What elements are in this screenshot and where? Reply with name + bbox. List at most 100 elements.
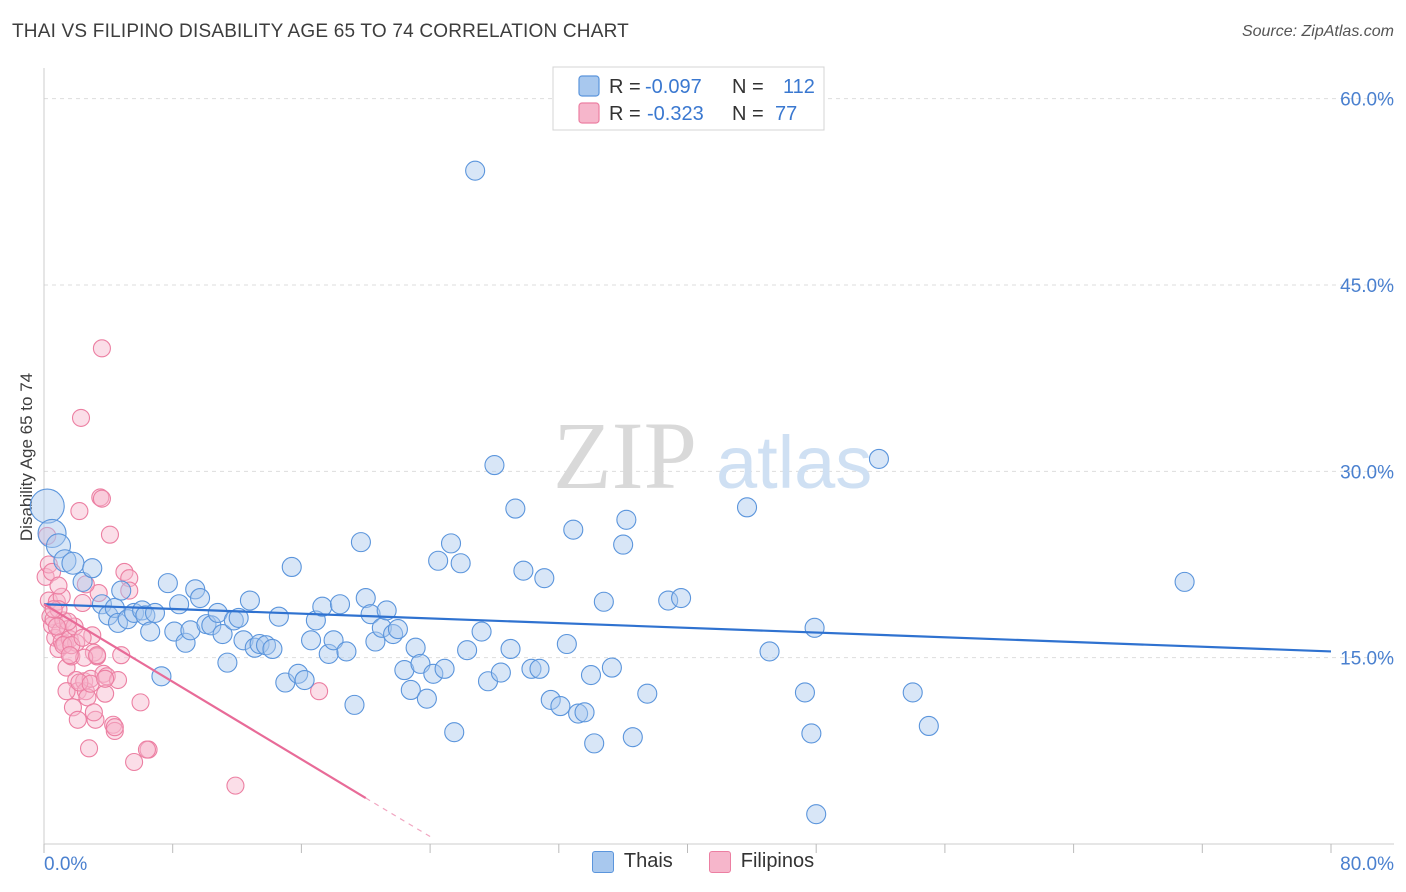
watermark-atlas: atlas [716,421,872,504]
filipino-trendline-extension [365,797,431,838]
thai-point [360,604,381,625]
thai-point [29,488,65,524]
filipino-point [89,584,108,603]
filipino-points [36,339,329,795]
thai-point [169,594,190,615]
filipino-point [86,710,105,729]
watermark-zip: ZIP [553,402,697,509]
thai-point [217,652,238,673]
thai-point [593,591,614,612]
thai-point [616,509,637,530]
thai-point [228,607,249,628]
thai-point [918,715,939,737]
legend-filipino-r-label: R = [609,103,641,125]
y-tick-label: 30.0% [1340,462,1394,483]
x-tick-label: 80.0% [1340,854,1394,875]
thai-point [556,633,577,655]
x-tick-label: 0.0% [44,854,87,875]
legend-filipino-swatch [578,102,600,124]
thai-point [521,658,542,679]
filipino-point [88,646,107,665]
filipino-point [73,628,92,647]
y-tick-label: 45.0% [1340,276,1394,297]
filipino-point [70,502,89,521]
thai-point [61,551,85,575]
thai-point [444,722,465,743]
filipinos-swatch [708,850,731,873]
thai-point [255,635,277,656]
thai-point [637,683,658,704]
bottom-legend: Thais Filipinos [0,850,1406,873]
thai-point [111,580,132,601]
thai-point [471,621,492,642]
thai-point [72,571,93,592]
thai-point [440,533,462,554]
thai-point [465,160,486,181]
filipino-point [84,703,103,722]
thai-point [434,658,455,679]
thai-point [568,703,589,724]
thais-swatch [591,850,614,873]
filipino-point [137,740,157,759]
filipino-point [108,670,128,690]
thai-point [233,630,254,651]
axes [43,68,1394,853]
tick-labels: 15.0% 30.0% 45.0% 60.0% 0.0% 80.0% [44,90,1394,875]
thai-point [312,596,333,617]
filipino-point [226,776,245,795]
y-tick-label: 60.0% [1340,90,1394,111]
thai-point [416,688,437,709]
thai-point [212,624,233,645]
filipino-point [92,489,111,508]
thai-point [529,658,550,679]
legend-thai-n-value: 112 [783,76,815,98]
thai-point [868,448,889,469]
legend-item-thais: Thais [591,850,673,873]
filipino-point [310,682,329,701]
thai-point [584,733,605,754]
thai-point [318,643,339,664]
thai-point [671,587,692,609]
legend-thai-r-value: -0.097 [645,76,702,98]
thai-point [288,663,309,684]
thai-point [387,619,408,640]
filipino-point [115,562,134,581]
thai-point [574,702,595,723]
filipino-point [47,617,66,636]
thai-point [580,665,602,686]
filipino-point [57,682,76,701]
thai-point [329,594,351,615]
thai-point [601,657,622,678]
thai-point [268,606,289,627]
trendlines [43,603,1332,838]
thais-label: Thais [623,850,673,872]
thai-point [376,600,397,621]
thai-point [336,641,357,662]
filipino-point [78,688,97,707]
legend-thai-r-label: R = [609,76,641,98]
source-label: Source: ZipAtlas.com [1241,23,1394,40]
thai-point [1174,571,1195,592]
thai-point [400,679,421,701]
filipino-point [92,339,111,358]
thai-point [201,615,222,636]
legend-filipino-n-value: 77 [775,103,797,125]
thai-point [301,630,322,651]
filipino-point [105,718,124,737]
legend-item-filipinos: Filipinos [708,850,814,873]
filipino-point [120,581,139,600]
thai-point [794,682,815,703]
thai-point [189,587,211,609]
filipino-point [96,669,115,688]
thai-point [350,532,371,553]
thai-point [91,594,112,615]
thai-point [45,533,72,559]
thai-point [37,518,67,548]
legend-filipino-r-value: -0.323 [647,103,704,125]
thai-point [175,632,196,653]
thai-point [613,534,634,555]
thai-point [484,455,505,476]
gridlines [44,98,1394,659]
thai-point [405,637,426,658]
thai-point [157,573,178,594]
